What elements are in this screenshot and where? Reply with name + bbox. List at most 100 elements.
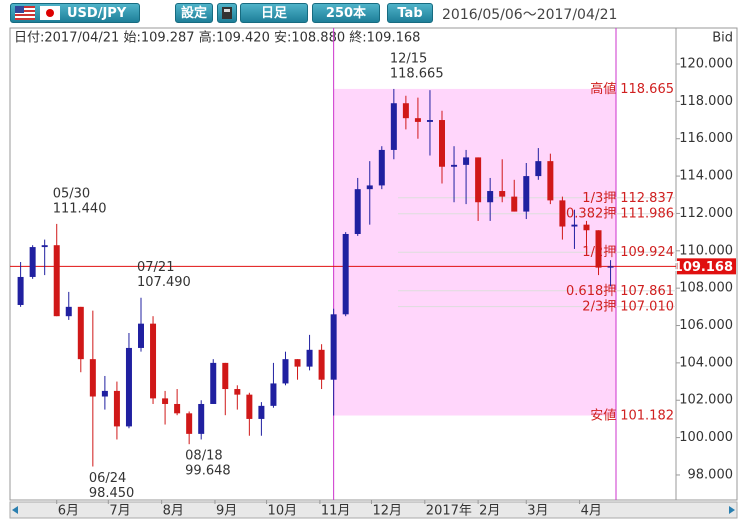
candle-body [150,323,157,399]
scroll-left[interactable] [12,506,18,514]
candle-body [487,191,494,203]
calc-button[interactable] [217,3,237,23]
candle-body [378,149,385,186]
candle-body [29,247,36,277]
candle-body [270,383,277,406]
candle-body [138,323,144,348]
x-tick-label: 4月 [581,504,602,519]
y-tick-label: 110.000 [679,243,733,258]
calc-icon [222,7,232,19]
candle-body [571,224,578,227]
axis-label: Bid [712,31,733,46]
candle-body [402,103,409,119]
y-tick-label: 108.000 [679,281,733,296]
candle-body [414,118,421,122]
annotation-date: 12/15 [390,51,427,66]
x-tick-label: 7月 [109,504,130,519]
annotation-value: 99.648 [185,464,231,479]
x-tick-label: 8月 [163,504,184,519]
candle-body [246,394,253,419]
candle-body [523,176,530,212]
level-label: 2/3押 107.010 [582,299,674,314]
annotation-value: 98.450 [89,486,135,501]
pair-button[interactable]: USD/JPY [10,3,140,23]
candle-body [17,276,24,305]
candle-body [186,413,193,434]
candle-body [77,306,84,360]
candle-body [499,191,506,197]
level-value: 118.665 [620,81,674,96]
scroll-right[interactable] [729,506,735,514]
annotation-date: 08/18 [185,449,222,464]
y-tick-label: 114.000 [679,169,733,184]
candle-body [559,200,566,227]
count-button[interactable]: 250本 [312,3,380,23]
candle-body [258,405,265,419]
annotation-date: 05/30 [53,186,90,201]
candle-body [451,164,458,167]
info-line: 日付:2017/04/21 始:109.287 高:109.420 安:108.… [14,30,420,46]
candle-body [41,245,48,248]
level-name: 0.618押 [566,283,616,298]
candle-body [89,359,96,397]
toolbar: USD/JPY 設定 日足 250本 Tab 2016/05/06～2017/0… [0,0,740,26]
candle-body [475,157,482,203]
candle-body [318,349,325,380]
candle-body [354,189,361,234]
annotation-date: 07/21 [137,260,174,275]
level-label: 高値 118.665 [590,80,674,96]
date-range: 2016/05/06～2017/04/21 [442,7,618,23]
x-tick-label: 2月 [479,504,500,519]
x-tick-label: 10月 [268,504,298,519]
candle-body [595,230,602,268]
x-tick-label: 9月 [216,504,237,519]
annotation-value: 111.440 [53,201,107,216]
y-tick-label: 120.000 [679,56,733,71]
y-tick-label: 98.000 [688,467,734,482]
current-label: 109.168 [674,260,733,275]
level-value: 107.010 [620,299,674,314]
candle-body [547,161,554,201]
candle-body [366,185,373,190]
level-name: 1/3押 [582,190,616,205]
scrollbar[interactable] [9,501,738,519]
settings-button[interactable]: 設定 [175,3,213,23]
candle-body [511,196,518,212]
annotation-value: 118.665 [390,66,444,81]
candle-body [53,245,60,317]
candle-body [198,403,205,434]
level-label: 1/3押 112.837 [582,190,674,205]
candle-body [113,390,120,427]
candle-body [439,120,445,167]
x-tick-label: 12月 [372,504,402,519]
candle-body [342,233,349,315]
candle-body [234,389,241,395]
y-tick-label: 100.000 [679,430,733,445]
annotation-value: 107.490 [137,275,191,290]
current-box [677,258,736,275]
candle-body [426,120,433,122]
candle-body [101,390,108,397]
period-button[interactable]: 日足 [240,3,308,23]
candle-body [607,266,614,268]
candle-body [210,362,217,404]
candle-body [162,398,169,404]
level-label: 安値 101.182 [590,407,674,423]
candle-body [222,362,229,390]
tab-button[interactable]: Tab [387,3,433,23]
candle-body [583,224,590,231]
level-value: 101.182 [620,408,674,423]
candle-body [535,161,542,177]
candle-body [306,349,313,367]
y-tick-label: 102.000 [679,393,733,408]
pair-label: USD/JPY [67,6,127,21]
candle-body [463,157,470,165]
candle-body [65,306,72,317]
level-value: 107.861 [620,283,674,298]
level-value: 109.924 [620,245,674,260]
level-value: 112.837 [620,190,674,205]
y-tick-label: 112.000 [679,206,733,221]
y-tick-label: 106.000 [679,318,733,333]
candle-body [282,359,289,384]
